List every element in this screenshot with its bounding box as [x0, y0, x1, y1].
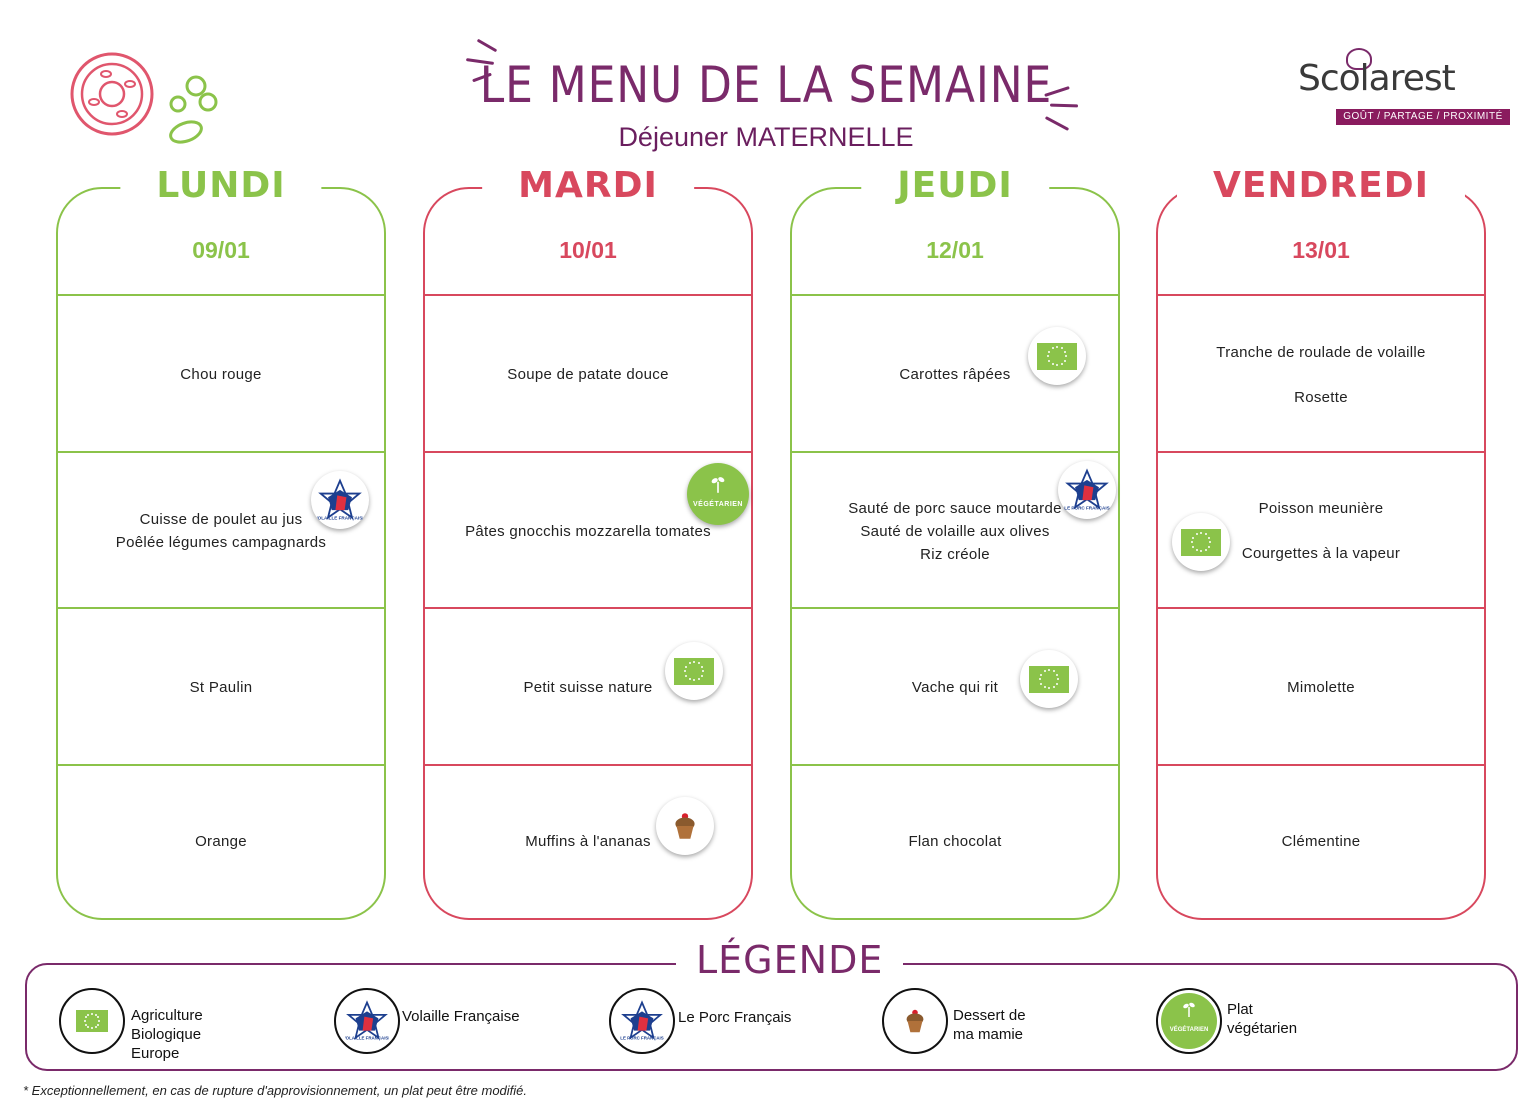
dish-name: Petit suisse nature — [523, 679, 653, 696]
day-column-vendredi: VENDREDI 13/01 Tranche de roulade de volai… — [1156, 165, 1486, 920]
dish-name: Mimolette — [1287, 679, 1355, 696]
dish-name: Sauté de volaille aux olives — [860, 522, 1050, 540]
row-divider — [58, 764, 384, 766]
dish-name: Pâtes gnocchis mozzarella tomates — [465, 522, 711, 540]
menu-course: Orange — [58, 766, 384, 916]
row-divider — [792, 607, 1118, 609]
row-divider — [425, 294, 751, 296]
legend-label: Dessert de ma mamie — [953, 1007, 1026, 1043]
agriculture-bio-icon — [665, 642, 723, 700]
row-divider — [425, 764, 751, 766]
brand-tagline: GOÛT / PARTAGE / PROXIMITÉ — [1336, 109, 1510, 125]
vegetarien-icon: VÉGÉTARIEN — [1156, 988, 1222, 1054]
row-divider — [1158, 294, 1484, 296]
row-divider — [1158, 451, 1484, 453]
volaille-francaise-icon: VOLAILLE FRANÇAISE — [311, 471, 369, 529]
day-column-jeudi: JEUDI 12/01 Carottes râpées Sauté de porc s… — [790, 165, 1120, 920]
menu-course: Mimolette — [1158, 609, 1484, 766]
day-column-lundi: LUNDI 09/01 Chou rouge Cuisse de poulet au … — [56, 165, 386, 920]
dish-name: Poisson meunière — [1258, 500, 1384, 517]
dish-name: Vache qui rit — [911, 679, 999, 696]
dish-name: Carottes râpées — [899, 366, 1011, 383]
legend-label: Le Porc Français — [678, 1009, 792, 1026]
vegetarien-label: VÉGÉTARIEN — [693, 501, 743, 508]
agriculture-bio-icon — [1020, 650, 1078, 708]
menu-course: St Paulin — [58, 609, 384, 766]
day-date: 13/01 — [1292, 237, 1350, 263]
menu-course: Cuisse de poulet au jus Poêlée légumes ca… — [58, 453, 384, 609]
row-divider — [58, 294, 384, 296]
day-name: VENDREDI — [1176, 165, 1466, 206]
dessert-mamie-icon — [656, 797, 714, 855]
row-divider — [58, 451, 384, 453]
row-divider — [792, 764, 1118, 766]
day-name: LUNDI — [120, 165, 322, 206]
dish-name: Poêlée légumes campagnards — [115, 534, 327, 551]
day-date: 10/01 — [559, 237, 617, 263]
day-date: 09/01 — [192, 237, 250, 263]
menu-course: Pâtes gnocchis mozzarella tomates — [425, 453, 751, 609]
brand-logo: Scolarest — [1298, 58, 1456, 99]
dish-name: Cuisse de poulet au jus — [139, 511, 303, 528]
row-divider — [792, 451, 1118, 453]
menu-course: Clémentine — [1158, 766, 1484, 916]
menu-course: Carottes râpées — [792, 296, 1118, 453]
tomato-decoration-icon — [70, 52, 218, 144]
menu-course: Flan chocolat — [792, 766, 1118, 916]
dish-name: Muffins à l'ananas — [525, 832, 651, 850]
porc-francais-icon: LE PORC FRANÇAIS — [609, 988, 675, 1054]
dish-name: Clémentine — [1281, 832, 1361, 850]
agriculture-bio-icon — [1028, 327, 1086, 385]
dish-name: Orange — [195, 832, 247, 850]
row-divider — [425, 451, 751, 453]
legend-label: Agriculture Biologique Europe — [131, 1007, 203, 1062]
day-name: MARDI — [482, 165, 694, 206]
footnote: * Exceptionnellement, en cas de rupture … — [23, 1083, 528, 1098]
row-divider — [792, 294, 1118, 296]
menu-course: Soupe de patate douce — [425, 296, 751, 453]
day-date: 12/01 — [926, 237, 984, 263]
row-divider — [58, 607, 384, 609]
svg-text:VOLAILLE FRANÇAISE: VOLAILLE FRANÇAISE — [345, 1035, 389, 1040]
volaille-francaise-icon: VOLAILLE FRANÇAISE — [334, 988, 400, 1054]
dish-name: Courgettes à la vapeur — [1241, 545, 1401, 562]
menu-course: Petit suisse nature — [425, 609, 751, 766]
dish-name: St Paulin — [189, 679, 253, 696]
row-divider — [1158, 764, 1484, 766]
row-divider — [425, 607, 751, 609]
dish-name: Flan chocolat — [908, 832, 1002, 850]
legend-label: Volaille Française — [402, 1008, 520, 1025]
agriculture-bio-icon — [59, 988, 125, 1054]
menu-course: Chou rouge — [58, 296, 384, 453]
page-title: LE MENU DE LA SEMAINE — [479, 56, 1053, 114]
title-decoration — [476, 38, 498, 53]
row-divider — [1158, 607, 1484, 609]
legend-title: LÉGENDE — [676, 938, 904, 982]
menu-course: Poisson meunière Courgettes à la vapeur — [1158, 453, 1484, 609]
dish-name: Sauté de porc sauce moutarde — [848, 499, 1062, 517]
page-subtitle: Déjeuner MATERNELLE — [618, 122, 914, 152]
vegetarien-icon: VÉGÉTARIEN — [687, 463, 749, 525]
svg-text:LE PORC FRANÇAIS: LE PORC FRANÇAIS — [1064, 505, 1109, 510]
svg-text:VOLAILLE FRANÇAISE: VOLAILLE FRANÇAISE — [317, 515, 363, 520]
day-name: JEUDI — [861, 165, 1049, 206]
day-column-mardi: MARDI 10/01 Soupe de patate douce Pâtes gno… — [423, 165, 753, 920]
menu-course: Muffins à l'ananas — [425, 766, 751, 916]
dish-name: Chou rouge — [180, 366, 262, 383]
menu-course: Sauté de porc sauce moutarde Sauté de vol… — [792, 453, 1118, 609]
dish-name: Rosette — [1294, 388, 1348, 406]
chef-hat-icon — [1346, 48, 1372, 70]
agriculture-bio-icon — [1172, 513, 1230, 571]
menu-course: Vache qui rit — [792, 609, 1118, 766]
porc-francais-icon: LE PORC FRANÇAIS — [1058, 461, 1116, 519]
legend-label: Plat végétarien — [1227, 1001, 1298, 1037]
svg-text:LE PORC FRANÇAIS: LE PORC FRANÇAIS — [620, 1035, 663, 1040]
dish-name: Riz créole — [920, 545, 990, 563]
dish-name: Soupe de patate douce — [507, 366, 669, 383]
dish-name: Tranche de roulade de volaille — [1216, 343, 1426, 361]
dessert-mamie-icon — [882, 988, 948, 1054]
menu-course: Tranche de roulade de volaille Rosette — [1158, 296, 1484, 453]
